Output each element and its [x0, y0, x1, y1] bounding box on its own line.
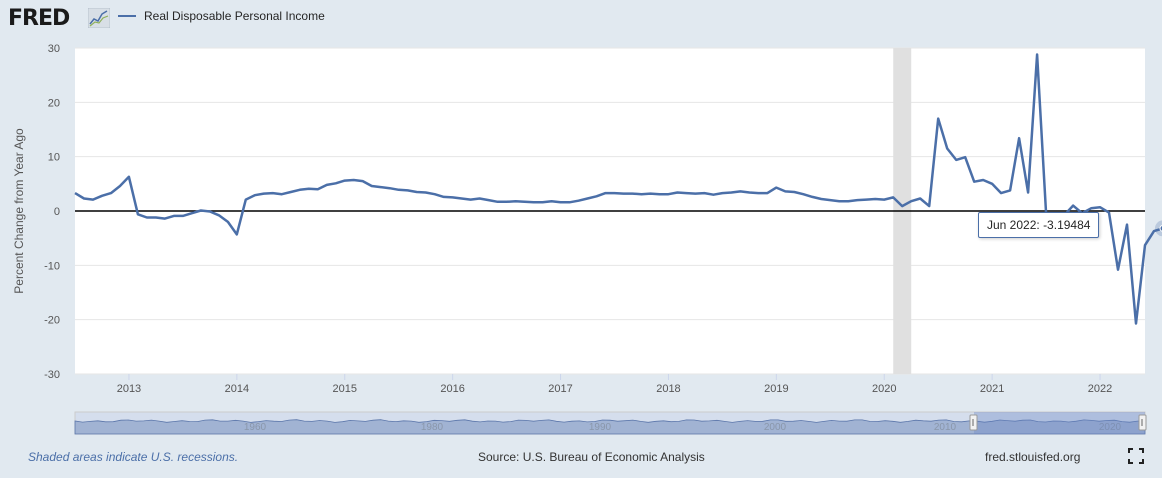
navigator-series	[74, 419, 1146, 435]
legend-swatch	[118, 15, 136, 17]
chart-line-icon	[88, 8, 110, 28]
x-tick-label: 2018	[656, 383, 680, 395]
tooltip-date: Jun 2022:	[987, 218, 1040, 232]
x-tick-label: 2016	[440, 383, 464, 395]
x-tick-label: 2017	[548, 383, 572, 395]
hover-tooltip: Jun 2022: -3.19484	[978, 212, 1100, 238]
series-group	[74, 53, 1162, 325]
y-tick-label: -30	[44, 369, 60, 381]
navigator-label: 2020	[1099, 422, 1122, 433]
fullscreen-icon[interactable]	[1128, 448, 1144, 464]
x-tick-label: 2020	[872, 383, 896, 395]
y-tick-label: 10	[48, 152, 60, 164]
navigator-label: 2000	[764, 422, 787, 433]
x-tick-label: 2014	[225, 383, 249, 395]
source-text: Source: U.S. Bureau of Economic Analysis	[478, 450, 705, 464]
y-axis-label: Percent Change from Year Ago	[12, 128, 26, 294]
chart-header: FRED Real Disposable Personal Income	[0, 0, 1162, 36]
hover-point[interactable]	[1159, 225, 1162, 232]
recession-note: Shaded areas indicate U.S. recessions.	[28, 450, 239, 464]
x-tick-label: 2015	[333, 383, 357, 395]
x-tick-label: 2019	[764, 383, 788, 395]
series-line[interactable]	[74, 53, 1162, 325]
x-tick-label: 2022	[1088, 383, 1112, 395]
x-tick-label: 2021	[980, 383, 1004, 395]
range-navigator[interactable]: 1960 1980 1990 2000 2010 2020	[74, 411, 1147, 435]
legend-label: Real Disposable Personal Income	[144, 9, 325, 23]
y-tick-label: 0	[54, 206, 60, 218]
navigator-selection[interactable]	[974, 412, 1145, 434]
y-tick-label: -10	[44, 260, 60, 272]
navigator-label: 1960	[244, 422, 267, 433]
hover-halo	[1154, 220, 1162, 237]
fred-logo[interactable]: FRED	[8, 6, 70, 31]
gridlines	[75, 47, 1145, 375]
navigator-label: 1990	[589, 422, 612, 433]
y-tick-label: -20	[44, 315, 60, 327]
navigator-label: 1980	[421, 422, 444, 433]
y-tick-label: 30	[48, 43, 60, 55]
y-tick-label: 20	[48, 97, 60, 109]
tooltip-value: -3.19484	[1043, 218, 1091, 232]
x-tick-label: 2013	[117, 383, 141, 395]
y-tick-labels: 30 20 10 0 -10 -20 -30	[44, 43, 60, 381]
navigator-label: 2010	[934, 422, 957, 433]
site-url[interactable]: fred.stlouisfed.org	[985, 450, 1081, 464]
chart-legend: Real Disposable Personal Income	[118, 9, 325, 23]
x-tick-labels: 2013 2014 2015 2016 2017 2018 2019 2020 2021 2022	[117, 374, 1112, 395]
